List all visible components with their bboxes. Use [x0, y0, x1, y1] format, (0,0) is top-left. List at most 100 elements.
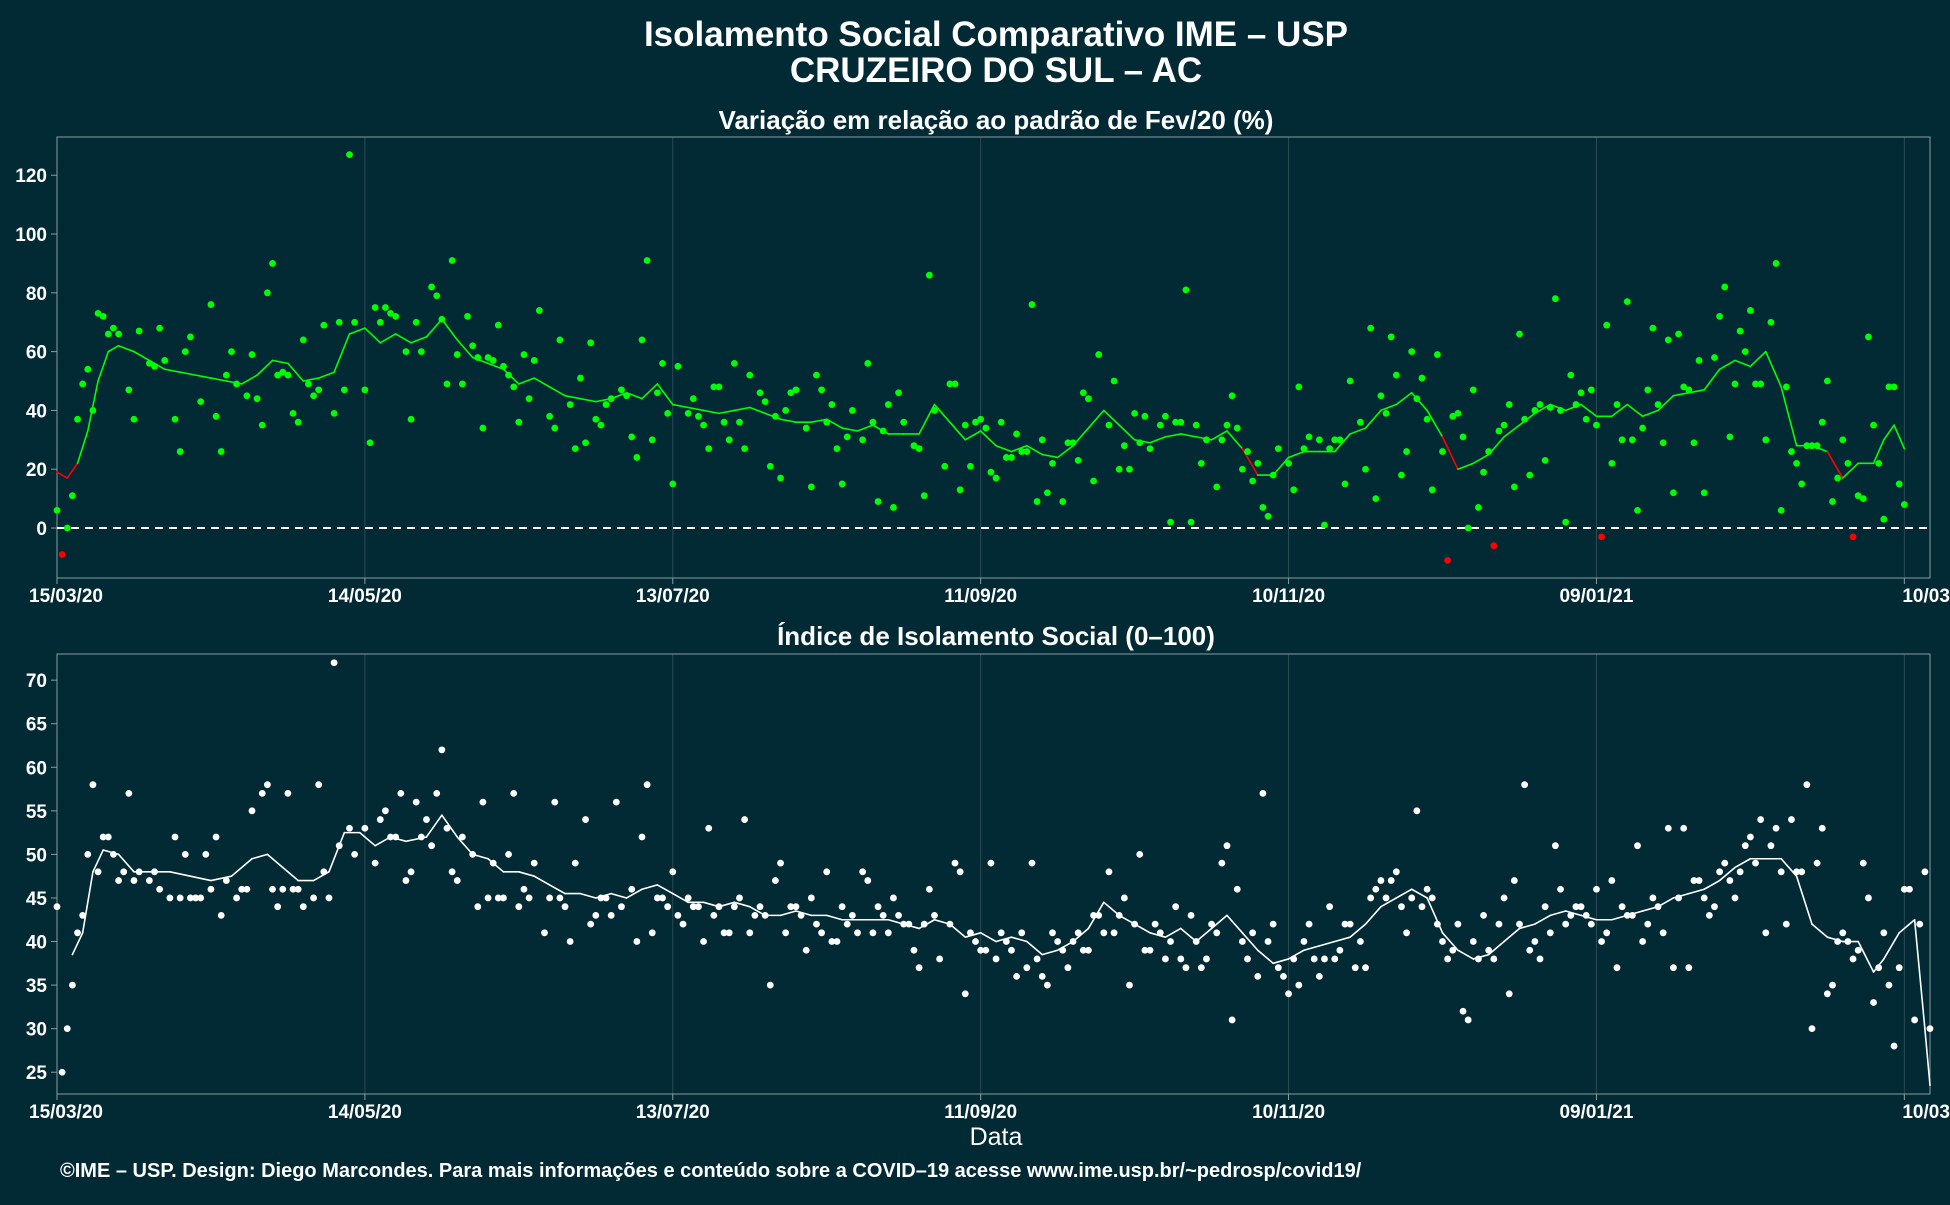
p2-data-point	[489, 859, 497, 867]
p2-data-point	[382, 807, 389, 815]
p1-data-point	[1552, 295, 1559, 303]
p2-data-point	[905, 920, 913, 928]
p1-moving-average-segment	[1164, 433, 1182, 438]
p1-data-point	[1659, 439, 1667, 447]
p2-data-point	[1700, 894, 1708, 902]
p1-data-point	[84, 365, 92, 373]
p1-data-point	[1428, 486, 1436, 494]
p2-data-point	[715, 903, 723, 911]
x-axis-label: Data	[970, 1123, 1023, 1151]
p1-moving-average-segment	[410, 336, 428, 344]
p1-plot-frame	[56, 136, 1931, 579]
p2-moving-average-segment	[1549, 910, 1567, 917]
p1-data-point	[777, 474, 784, 482]
p1-data-point	[1736, 327, 1744, 335]
p1-moving-average-segment	[240, 374, 258, 385]
p2-data-point	[730, 903, 738, 911]
p1-data-point	[1444, 556, 1452, 564]
p2-data-point	[1659, 929, 1667, 937]
p1-moving-average-segment	[379, 333, 397, 344]
p2-data-point	[1331, 955, 1339, 963]
p2-data-point	[156, 885, 164, 893]
p2-data-point	[1844, 938, 1852, 945]
p1-data-point	[1290, 486, 1298, 494]
p1-data-point	[1608, 459, 1616, 467]
p1-moving-average-segment	[425, 318, 443, 338]
p1-data-point	[828, 401, 836, 408]
p2-data-point	[1408, 894, 1416, 902]
p2-moving-average-segment	[1688, 888, 1706, 895]
p2-data-point	[1223, 842, 1231, 850]
panel-variation: 0 20 40 60 80 100 120 15/03/20 14/05/20 13/07/20 1…	[15, 136, 1950, 607]
p1-data-point	[1716, 312, 1724, 320]
p1-data-point	[1182, 286, 1190, 294]
p1-moving-average-segment	[671, 403, 689, 409]
p2-data-point	[417, 833, 425, 841]
p2-data-point	[1777, 868, 1785, 876]
p1-data-point	[648, 436, 656, 444]
p1-data-point	[659, 359, 666, 367]
p1-data-point	[351, 318, 359, 326]
p1-data-point	[1644, 386, 1652, 394]
p2-data-point	[1197, 964, 1205, 972]
p2-data-point	[546, 894, 554, 902]
p1-data-point	[1305, 433, 1313, 441]
p1-data-point	[818, 386, 825, 394]
p1-data-point	[602, 401, 610, 408]
p1-moving-average-segment	[456, 339, 474, 359]
p2-moving-average-segment	[1703, 879, 1721, 891]
p1-data-point	[1690, 439, 1698, 447]
p2-data-point	[992, 955, 1000, 963]
p2-data-point	[643, 781, 651, 789]
p1-data-point	[1782, 383, 1790, 391]
p1-data-point	[920, 492, 928, 500]
p2-data-point	[1695, 877, 1703, 884]
p2-data-point	[79, 911, 87, 919]
p2-data-point	[551, 798, 559, 806]
p2-data-point	[1772, 824, 1780, 832]
p1-data-point	[941, 462, 949, 470]
p2-moving-average-segment	[71, 932, 84, 956]
p1-data-point	[53, 506, 61, 514]
p2-data-point	[1516, 920, 1523, 928]
p2-data-point	[1090, 911, 1097, 919]
p1-data-point	[1536, 401, 1544, 408]
p2-data-point	[1038, 972, 1046, 980]
p1-moving-average-segment	[841, 427, 859, 432]
p1-data-point	[448, 257, 456, 264]
p2-data-point	[207, 885, 215, 893]
p2-data-point	[864, 877, 872, 884]
p2-data-point	[1634, 842, 1641, 850]
p2-data-point	[1172, 903, 1180, 911]
p2-data-point	[828, 938, 836, 945]
p2-data-point	[1557, 885, 1564, 893]
p1-moving-average-segment	[287, 362, 305, 382]
p2-data-point	[53, 903, 61, 911]
p2-data-point	[346, 824, 353, 832]
p2-moving-average-segment	[189, 875, 212, 882]
p2-data-point	[1367, 894, 1375, 902]
p2-moving-average-segment	[671, 892, 689, 904]
p1-data-point	[1115, 465, 1123, 473]
p1-data-point	[520, 351, 528, 358]
p1-moving-average-segment	[1734, 359, 1752, 368]
p1-data-point	[320, 321, 328, 329]
p1-moving-average-segment	[1026, 444, 1044, 456]
p1-y-tick-label: 60	[26, 343, 47, 364]
p2-x-tick-label: 09/01/21	[1559, 1102, 1633, 1123]
p1-data-point	[258, 421, 266, 429]
p2-data-point	[571, 859, 579, 867]
p2-data-point	[1813, 859, 1821, 867]
p1-data-point	[274, 371, 282, 379]
p2-moving-average-segment	[1303, 945, 1321, 952]
p1-data-point	[700, 421, 707, 429]
p2-x-tick-label: 14/05/20	[328, 1102, 402, 1123]
p1-data-point	[330, 409, 338, 417]
p2-data-point	[1372, 885, 1380, 893]
p2-y-tick-label: 40	[26, 933, 47, 954]
p2-moving-average-segment	[1333, 936, 1351, 943]
panel1-title: Variação em relação ao padrão de Fev/20 …	[719, 105, 1274, 135]
p2-data-point	[669, 868, 677, 876]
p1-data-point	[1741, 348, 1749, 356]
p1-moving-average-segment	[579, 397, 597, 403]
